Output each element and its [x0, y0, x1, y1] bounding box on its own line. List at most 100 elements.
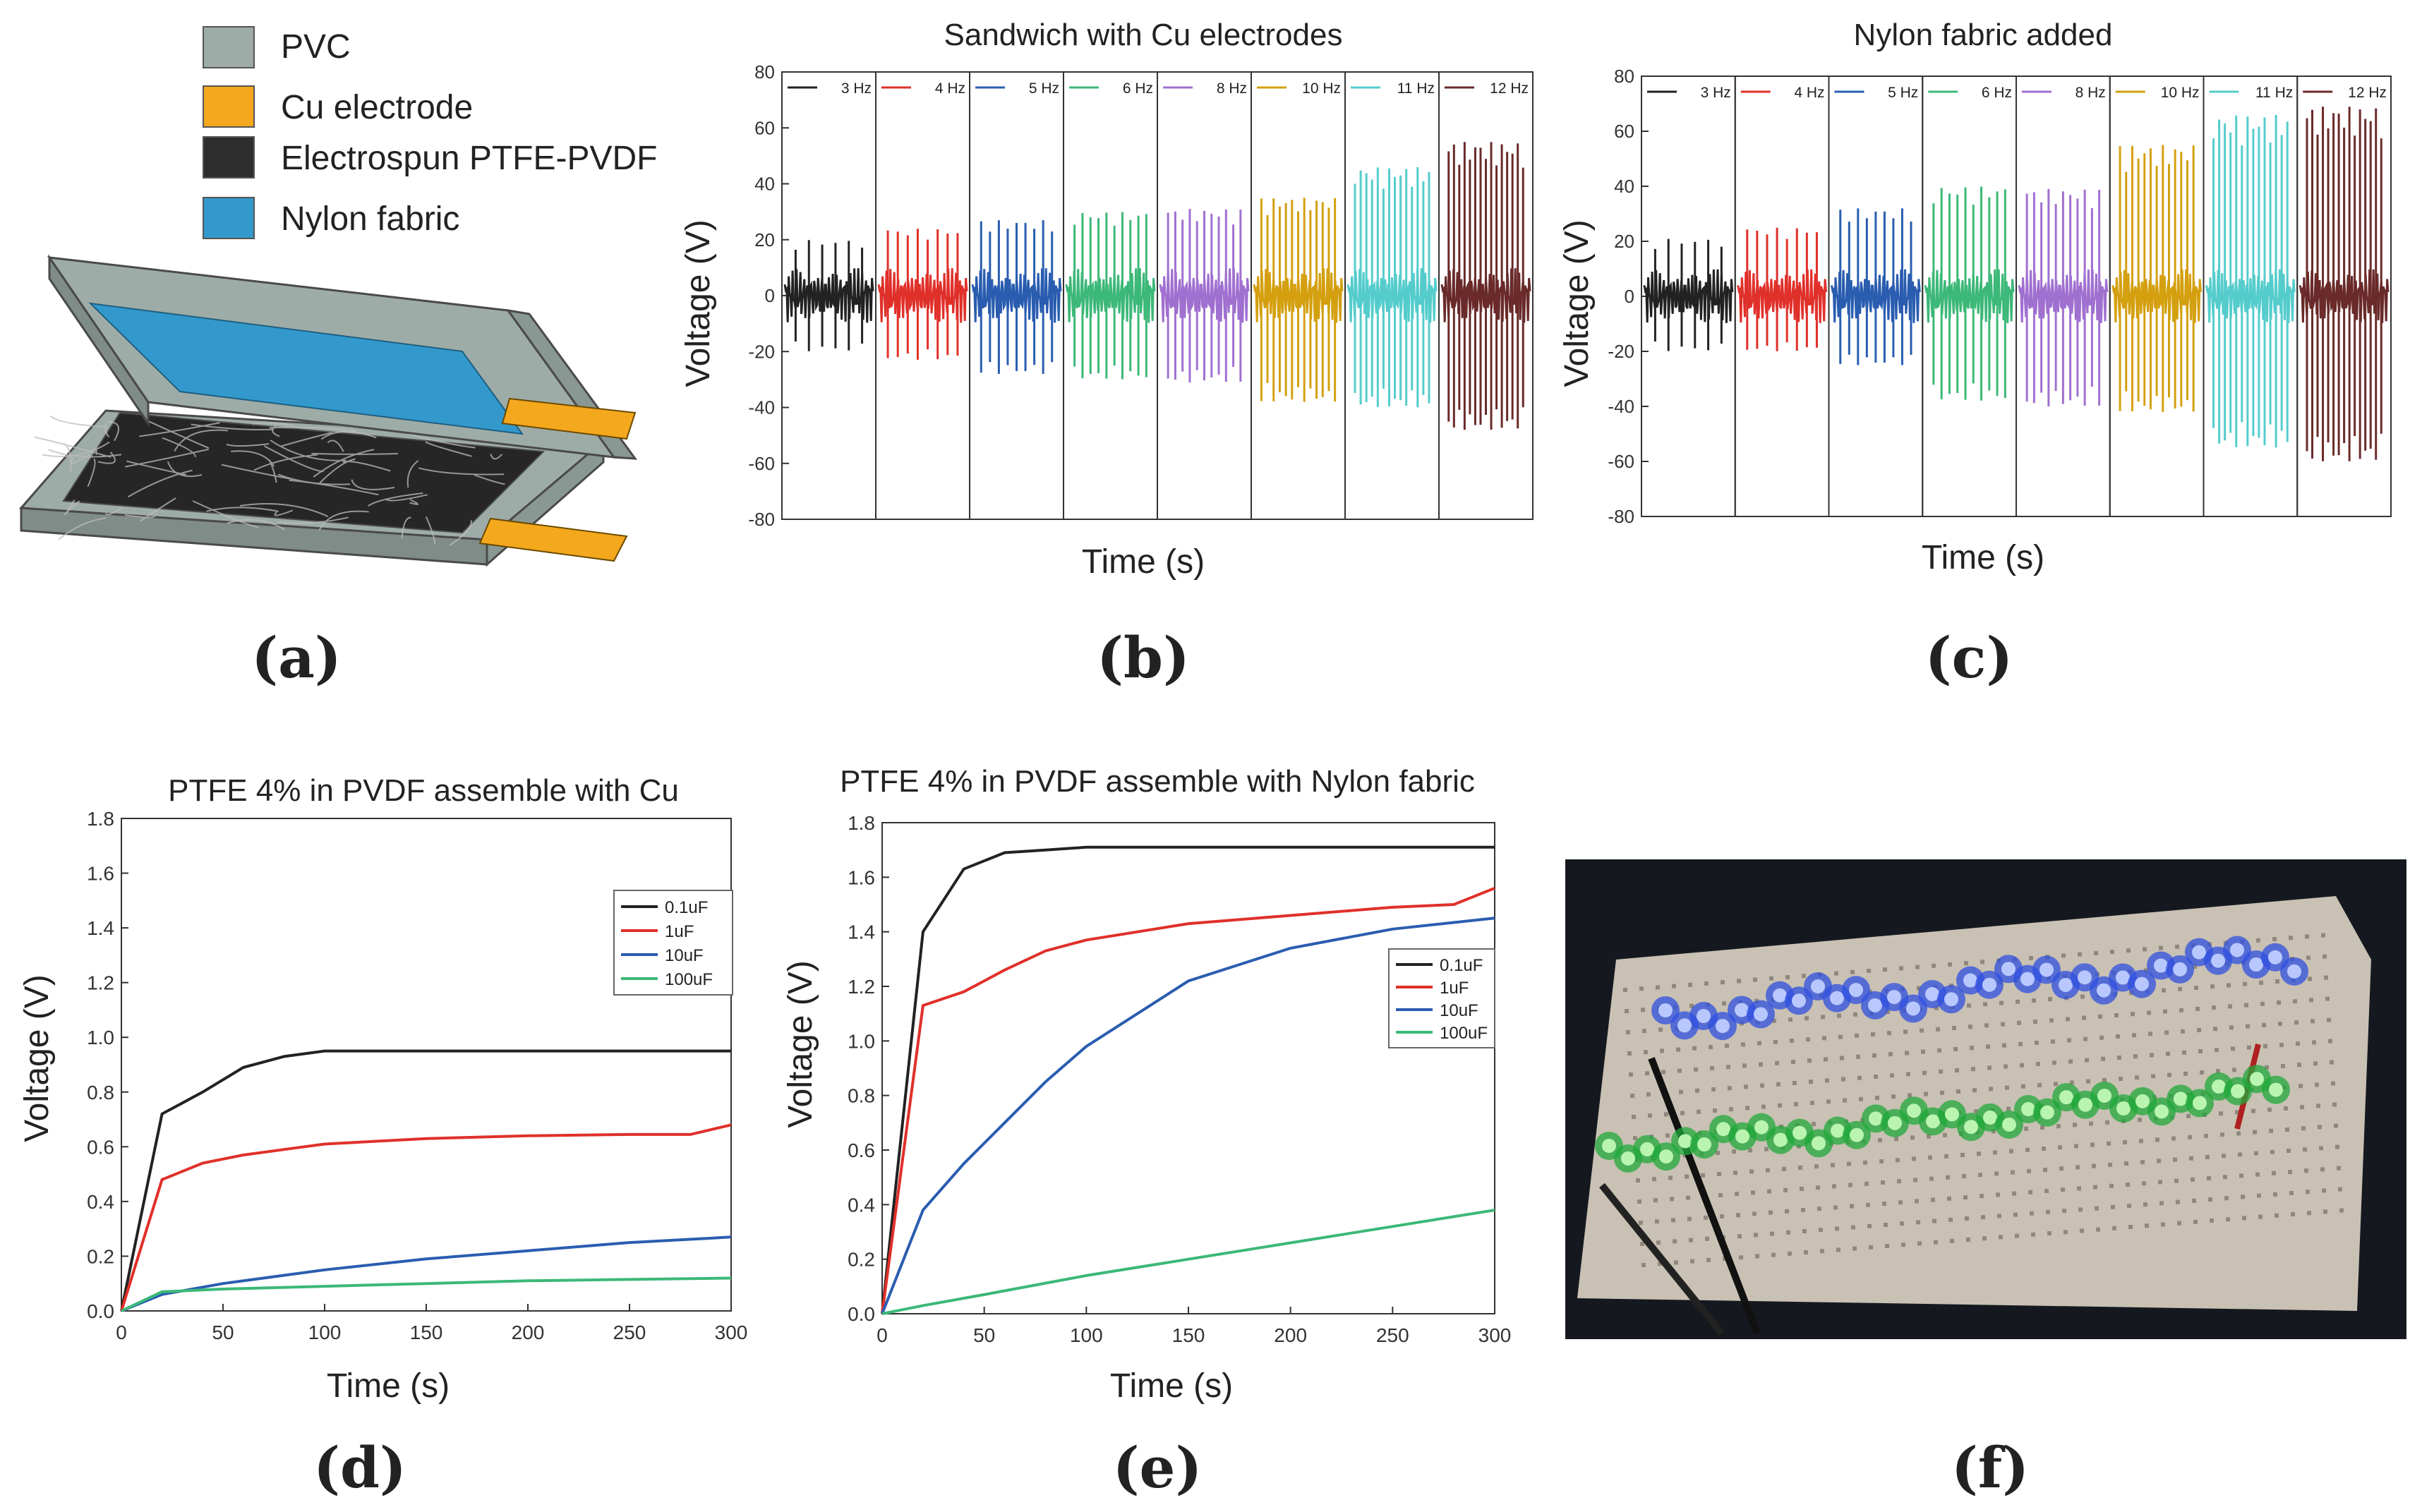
- led-green: [1964, 1120, 1978, 1135]
- chart-b-title: Sandwich with Cu electrodes: [944, 18, 1343, 52]
- chart-c-title: Nylon fabric added: [1854, 18, 2113, 52]
- bb-hole: [2192, 1198, 2196, 1203]
- bb-hole: [1721, 980, 1725, 985]
- bb-hole: [2289, 936, 2293, 941]
- bb-hole: [1701, 1173, 1705, 1178]
- bb-hole: [1794, 1102, 1798, 1106]
- panel-label-a: (a): [251, 624, 342, 691]
- bb-hole: [2086, 1079, 2090, 1084]
- bb-hole: [1644, 1050, 1648, 1055]
- bb-hole: [1915, 1199, 1919, 1204]
- bb-hole: [2167, 1072, 2171, 1077]
- bb-hole: [2277, 1000, 2281, 1005]
- bb-hole: [1711, 1087, 1716, 1091]
- bb-hole: [1742, 1063, 1747, 1068]
- y-tick-label: 0.4: [87, 1191, 114, 1213]
- series-line: [121, 1235, 732, 1312]
- led-green: [1697, 1137, 1711, 1151]
- led-green: [1888, 1115, 1902, 1130]
- fiber: [351, 479, 395, 490]
- wire-black-1: [1648, 1057, 1761, 1335]
- bb-hole: [1704, 981, 1709, 986]
- bb-hole: [2269, 1128, 2273, 1133]
- bb-hole: [1848, 1183, 1852, 1187]
- bb-hole: [1655, 1219, 1659, 1224]
- bb-hole: [2324, 975, 2328, 980]
- bb-hole: [2139, 1139, 2143, 1144]
- fiber: [58, 516, 107, 540]
- y-tick-label: 40: [1614, 176, 1634, 197]
- bb-hole: [2208, 1197, 2212, 1202]
- bb-hole: [2080, 1228, 2084, 1233]
- panel-label-e: (e): [1113, 1434, 1203, 1501]
- series-line: [881, 886, 1495, 1314]
- led-green: [1850, 1127, 1864, 1142]
- led-blue: [2135, 976, 2149, 991]
- bb-hole: [1864, 1181, 1869, 1186]
- bb-hole: [2300, 1105, 2304, 1110]
- bb-hole: [1778, 1103, 1782, 1108]
- bb-hole: [1921, 1049, 1925, 1054]
- led-blue: [1887, 990, 1901, 1005]
- bb-hole: [1670, 1197, 1674, 1202]
- bb-hole: [1802, 1229, 1807, 1233]
- signal-baseline: [1065, 268, 1156, 323]
- bb-hole: [2067, 1038, 2071, 1043]
- y-tick-label: 1.2: [848, 976, 875, 998]
- bb-hole: [1761, 1104, 1766, 1109]
- fiber: [277, 516, 349, 524]
- x-tick-label: 100: [308, 1322, 342, 1343]
- fiber: [280, 432, 332, 447]
- panel-e-chart: PTFE 4% in PVDF assemble with Nylon fabr…: [782, 764, 1511, 1501]
- bb-hole: [2231, 1046, 2235, 1051]
- bb-hole: [2068, 1059, 2073, 1064]
- bb-hole: [2011, 1170, 2015, 1175]
- y-tick-label: 40: [754, 174, 775, 195]
- bb-hole: [1912, 1156, 1916, 1161]
- panel-f-photo: (f): [1565, 859, 2406, 1501]
- bb-hole: [2291, 1212, 2295, 1216]
- bb-hole: [2229, 1025, 2234, 1030]
- bb-hole: [2309, 998, 2313, 1003]
- bb-hole: [2012, 1191, 2016, 1196]
- bb-hole: [2303, 1147, 2307, 1152]
- bb-hole: [1932, 963, 1936, 968]
- bb-hole: [1733, 1171, 1737, 1175]
- bb-hole: [2222, 1154, 2226, 1159]
- bb-hole: [2004, 1064, 2008, 1069]
- fiber: [268, 459, 277, 483]
- bb-hole: [1790, 1039, 1794, 1043]
- bb-hole: [1751, 1190, 1755, 1195]
- y-tick-label: 20: [754, 229, 775, 250]
- bb-hole: [1661, 1070, 1665, 1075]
- led-blue: [2173, 962, 2187, 976]
- bb-hole: [1800, 1187, 1804, 1191]
- bb-hole: [2322, 954, 2327, 959]
- bb-hole: [1735, 1192, 1739, 1197]
- bb-hole: [1967, 1003, 1971, 1008]
- bb-hole: [2077, 1186, 2081, 1191]
- legend-label: 3 Hz: [841, 80, 872, 97]
- bb-hole: [2318, 1125, 2322, 1130]
- legend-label-cu: Cu electrode: [281, 89, 473, 126]
- chart-e-plot-area: 0 50 100 150 200 250 300 0.0 0.2 0.4 0.6 0.8 1.0 1.2 1…: [848, 812, 1511, 1346]
- bb-hole: [2279, 1043, 2284, 1047]
- bb-hole: [2219, 1111, 2223, 1116]
- bb-hole: [2193, 1219, 2198, 1224]
- fiber: [49, 415, 109, 428]
- series-line: [881, 845, 1495, 1314]
- bb-hole: [1788, 1251, 1792, 1256]
- bb-hole: [1825, 1078, 1829, 1083]
- led-green: [2097, 1088, 2111, 1103]
- bb-hole: [2321, 933, 2325, 938]
- bb-hole: [1897, 1179, 1901, 1184]
- bb-hole: [2246, 1024, 2250, 1029]
- bb-hole: [1888, 1052, 1893, 1057]
- bb-hole: [2143, 947, 2147, 952]
- bb-hole: [1713, 1108, 1717, 1113]
- led-blue: [2001, 962, 2016, 976]
- bb-hole: [2009, 1149, 2013, 1154]
- bb-hole: [2315, 1082, 2319, 1087]
- led-row-green: [1595, 1065, 2290, 1173]
- chart-b-ylabel: Voltage (V): [680, 219, 717, 387]
